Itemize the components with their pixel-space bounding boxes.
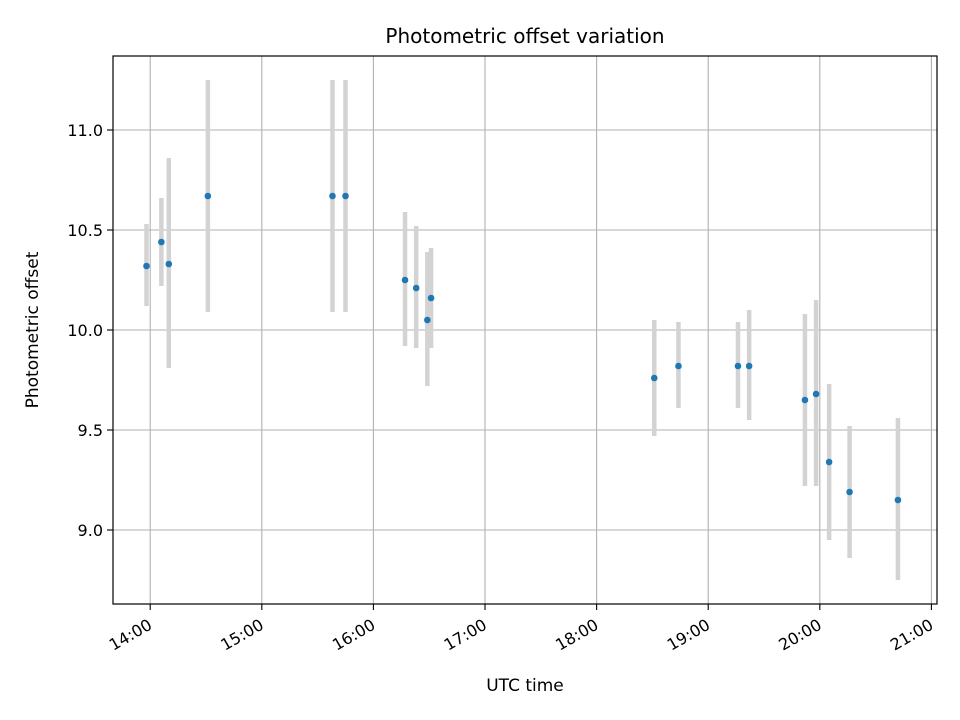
y-tick-label: 10.0 [67,321,103,340]
data-point [675,362,682,370]
data-point [412,284,420,292]
data-point [424,316,431,324]
data-point [158,238,165,246]
y-tick-label: 11.0 [67,121,103,140]
data-point [401,276,409,284]
y-tick-label: 9.5 [78,421,103,440]
data-point [745,362,753,370]
data-point [427,294,435,302]
data-point [846,488,853,496]
chart-title: Photometric offset variation [385,24,664,48]
data-point [342,192,349,200]
x-axis-label: UTC time [486,676,564,696]
data-point [204,192,212,200]
data-point [894,496,902,504]
data-point [825,458,833,466]
grid [113,56,937,604]
y-tick-label: 10.5 [67,221,103,240]
y-axis-label: Photometric offset [23,251,43,408]
data-point [329,192,336,200]
data-point [650,374,658,382]
data-point [812,390,820,398]
data-point [734,362,742,370]
data-point [143,262,150,270]
y-axis-ticks: 9.0 9.5 10.0 10.5 11.0 [67,121,113,540]
data-point [801,396,809,404]
data-points [143,192,902,504]
y-tick-label: 9.0 [78,521,103,540]
data-point [165,260,173,268]
